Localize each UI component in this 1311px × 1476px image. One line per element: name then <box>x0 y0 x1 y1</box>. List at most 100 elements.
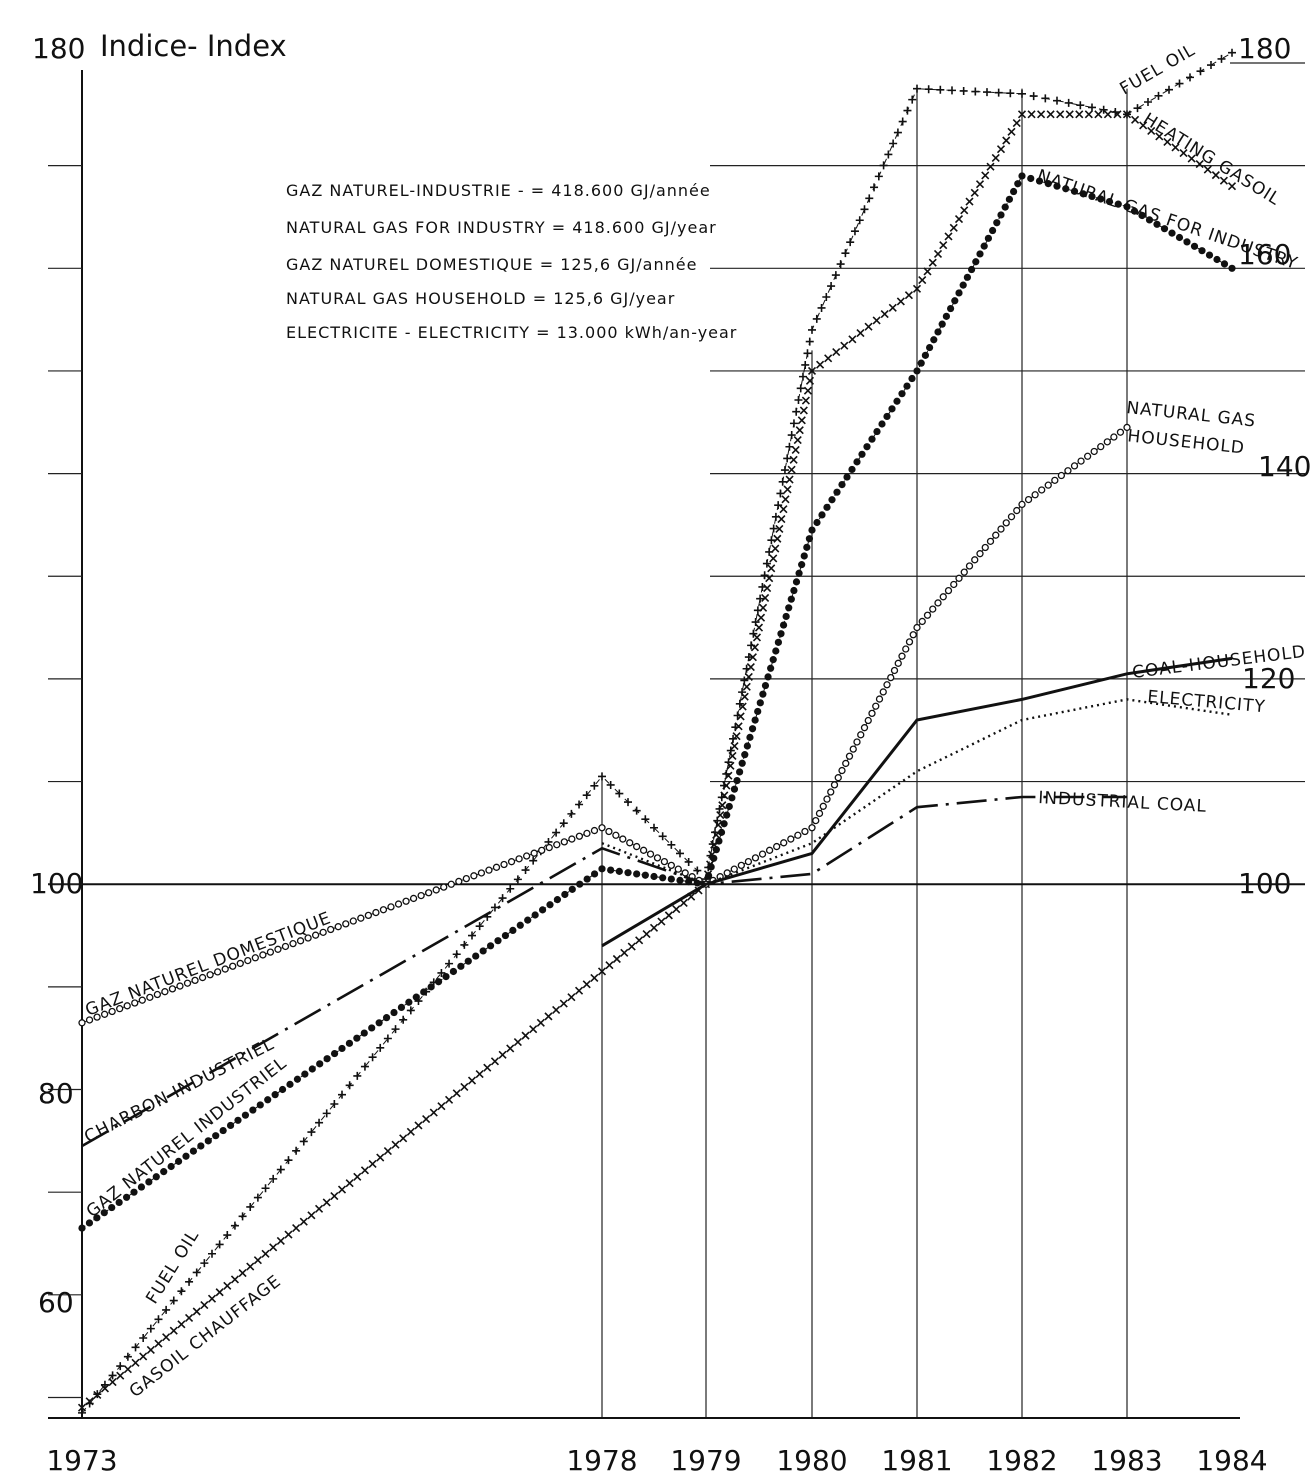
series-marker-gasoil <box>85 1397 94 1406</box>
series-marker-gas_industry <box>1183 238 1191 246</box>
series-marker-gas_industry <box>1079 190 1087 198</box>
series-marker-gas_industry <box>808 526 816 534</box>
series-marker-fuel_oil <box>1088 103 1096 112</box>
series-marker-fuel_oil <box>590 781 599 790</box>
y-tick-right-180: 180 <box>1238 32 1291 65</box>
series-marker-fuel_oil <box>200 1259 209 1268</box>
series-marker-fuel_oil <box>1041 94 1050 103</box>
series-marker-gas_industry <box>1153 220 1161 228</box>
series-marker-gasoil <box>756 613 766 622</box>
series-marker-gas_industry <box>756 699 764 707</box>
series-marker-gas_industry <box>730 785 739 793</box>
series-marker-gas_household <box>214 968 222 976</box>
series-marker-fuel_oil <box>131 1343 140 1352</box>
series-marker-gasoil <box>896 297 905 306</box>
series-marker-gasoil <box>981 171 990 180</box>
x-tick-1980: 1980 <box>776 1444 847 1476</box>
series-marker-gas_industry <box>738 759 746 767</box>
series-marker-gas_industry <box>813 518 821 527</box>
series-marker-gas_industry <box>509 926 517 935</box>
series-marker-gasoil <box>391 1140 400 1149</box>
series-marker-gasoil <box>529 1025 538 1034</box>
series-marker-gas_industry <box>748 725 757 733</box>
series-marker-gas_household <box>575 832 584 840</box>
series-marker-gasoil <box>642 930 651 939</box>
y-tick-left-80: 80 <box>38 1077 74 1110</box>
series-marker-gasoil <box>761 593 770 603</box>
series-marker-gas_household <box>849 745 857 753</box>
series-marker-fuel_oil <box>475 922 484 931</box>
series-marker-gasoil <box>1084 110 1093 119</box>
series-marker-gas_household <box>251 954 259 962</box>
series-marker-gas_household <box>1070 462 1079 470</box>
series-marker-gas_industry <box>561 890 569 899</box>
series-marker-fuel_oil <box>913 84 921 93</box>
series-marker-fuel_oil <box>615 789 624 798</box>
series-marker-gas_household <box>1031 491 1039 499</box>
series-marker-gasoil <box>1203 165 1212 174</box>
series-marker-gasoil <box>169 1326 178 1335</box>
series-marker-gasoil <box>793 435 802 445</box>
series-marker-gas_industry <box>189 1147 198 1155</box>
series-marker-gas_industry <box>878 420 886 428</box>
series-marker-fuel_oil <box>898 117 907 126</box>
series-marker-fuel_oil <box>192 1268 201 1277</box>
series-marker-gas_household <box>939 593 947 601</box>
series-marker-fuel_oil <box>521 866 530 875</box>
series-marker-gas_industry <box>1220 260 1229 268</box>
series-marker-gas_industry <box>898 390 906 398</box>
series-marker-gas_industry <box>241 1111 250 1119</box>
series-marker-gas_industry <box>538 906 547 914</box>
series-marker-gas_industry <box>464 957 472 965</box>
series-marker-gas_industry <box>382 1014 391 1022</box>
series-marker-gas_industry <box>938 320 946 328</box>
series-marker-gasoil <box>736 712 745 721</box>
series-marker-gas_industry <box>641 871 649 879</box>
series-marker-gas_industry <box>598 865 606 873</box>
series-marker-fuel_oil <box>1099 105 1108 114</box>
series-marker-gasoil <box>714 820 723 830</box>
series-marker-gas_industry <box>590 870 599 878</box>
series-marker-fuel_oil <box>406 1006 415 1015</box>
series-marker-gas_household <box>1024 495 1033 504</box>
series-marker-fuel_oil <box>803 349 812 358</box>
series-marker-gas_industry <box>848 465 856 474</box>
series-marker-gas_industry <box>1088 192 1096 201</box>
series-marker-gasoil <box>307 1211 316 1220</box>
series-marker-fuel_oil <box>827 282 836 291</box>
series-marker-gas_household <box>730 865 738 873</box>
series-marker-gas_industry <box>868 435 876 443</box>
series-marker-gasoil <box>1113 110 1122 119</box>
series-marker-gas_household <box>545 843 553 852</box>
series-marker-fuel_oil <box>261 1184 270 1193</box>
series-marker-gasoil <box>506 1044 515 1053</box>
series-marker-fuel_oil <box>253 1193 262 1202</box>
series-marker-gas_industry <box>516 921 524 929</box>
x-tick-1973: 1973 <box>46 1444 117 1476</box>
series-marker-fuel_oil <box>971 87 980 96</box>
series-marker-gasoil <box>1179 148 1188 158</box>
series-marker-fuel_oil <box>108 1371 117 1380</box>
series-marker-gas_industry <box>1014 180 1022 188</box>
series-marker-gas_household <box>997 525 1005 533</box>
series-marker-gas_industry <box>921 351 930 359</box>
series-marker-gasoil <box>975 180 985 189</box>
series-fuel_oil <box>78 48 1236 1417</box>
series-marker-gas_industry <box>1044 180 1052 188</box>
series-marker-fuel_oil <box>322 1109 331 1118</box>
series-marker-fuel_oil <box>774 501 783 510</box>
series-marker-gas_household <box>815 809 824 818</box>
series-marker-gasoil <box>261 1249 270 1258</box>
series-marker-gas_household <box>765 846 774 854</box>
series-marker-gas_household <box>176 982 184 990</box>
series-marker-gasoil <box>139 1352 148 1361</box>
series-marker-gas_industry <box>368 1024 376 1032</box>
series-marker-gas_household <box>626 839 634 847</box>
series-marker-gas_household <box>417 891 425 900</box>
series-marker-gasoil <box>732 732 741 741</box>
series-marker-gas_industry <box>828 496 836 504</box>
series-marker-fuel_oil <box>780 466 789 475</box>
series-marker-gas_industry <box>774 638 782 646</box>
series-marker-fuel_oil <box>383 1034 392 1043</box>
